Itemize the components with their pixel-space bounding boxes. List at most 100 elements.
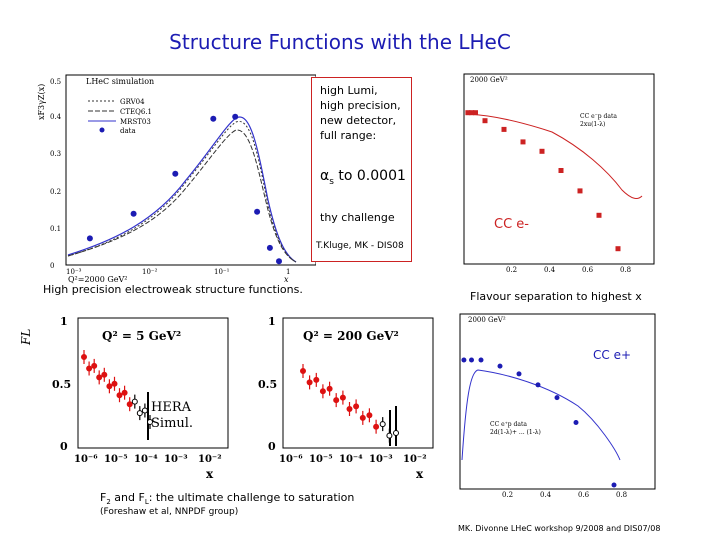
note-line-4: full range: (320, 129, 377, 142)
fl5-point-13 (147, 419, 153, 425)
ccm-point-0 (465, 110, 471, 116)
fl200-point-3 (319, 388, 326, 395)
fl5-point-0 (81, 354, 87, 360)
ccm-point-8 (577, 188, 583, 194)
fl5-point-6 (111, 380, 118, 387)
fl5-point-3 (96, 374, 103, 381)
fl5-legend-hera: HERA (151, 400, 192, 415)
xf3-legend-3: data (120, 127, 136, 135)
fl200-point-0 (300, 368, 306, 374)
xf3-xtick-2: 10⁻¹ (214, 268, 230, 276)
caption-left: High precision electroweak structure fun… (43, 283, 303, 296)
xf3-xticks: 10⁻³ 10⁻² 10⁻¹ 1 (66, 268, 290, 276)
fl200-point-5 (333, 397, 340, 404)
fl5-point-8 (121, 389, 128, 396)
ccm-point-4 (501, 126, 507, 132)
ccm-legend-0: CC e⁻p data (580, 113, 617, 120)
fl5-point-4 (101, 371, 108, 378)
ccp-point-0 (461, 357, 467, 363)
xf3-xtick-0: 10⁻³ (66, 268, 82, 276)
fl200-point-2 (313, 376, 320, 383)
xf3-legend-1: CTEQ6.1 (120, 108, 152, 116)
fl5-point-9 (126, 401, 133, 408)
xf3-data-points (86, 113, 282, 265)
fl5-xtick-3: 10⁻³ (164, 454, 188, 465)
xf3-ytick-2: 0.2 (50, 188, 61, 196)
fl5-point-5 (106, 383, 113, 390)
fl-plots: FL Q² = 5 GeV² 0 0.5 1 10⁻⁶ 10⁻⁵ 10⁻⁴ 10… (20, 315, 434, 481)
note-line-3: new detector, (320, 114, 397, 127)
fl200-xtick-2: 10⁻⁴ (339, 454, 363, 465)
fl5-legend-simul: Simul. (151, 416, 193, 431)
xf3-point-6 (266, 244, 273, 251)
ccp-point-8 (611, 482, 617, 488)
note-line-1: high Lumi, (320, 84, 378, 97)
note-thy: thy challenge (320, 211, 395, 224)
ccp-xtick-3: 0.8 (616, 491, 627, 499)
fl200-point-10 (366, 412, 373, 419)
ccp-legend-0: CC e⁺p data (490, 421, 527, 428)
fl200-xtick-1: 10⁻⁵ (309, 454, 333, 465)
fl5-header: Q² = 5 GeV² (102, 329, 181, 343)
xf3-point-5 (254, 208, 261, 215)
fl200-data-points (300, 364, 399, 443)
xf3-ytick-0: 0 (50, 262, 54, 270)
fl200-point-13 (386, 432, 393, 439)
ccm-data-points (465, 110, 621, 252)
ccm-point-1 (469, 110, 475, 116)
fl200-point-12 (379, 421, 386, 428)
fl5-xlabel: x (206, 467, 214, 481)
xf3-header: LHeC simulation (86, 77, 154, 86)
fl200-xtick-3: 10⁻³ (369, 454, 393, 465)
fl200-point-14 (393, 430, 399, 436)
fl-caption-ref: (Foreshaw et al, NNPDF group) (100, 507, 239, 517)
ccm-point-5 (520, 139, 526, 145)
caption-right: Flavour separation to highest x (470, 290, 642, 303)
xf3-xlabel: x (284, 275, 289, 284)
fl200-point-11 (373, 423, 380, 430)
fl200-ytick-0: 0 (268, 440, 276, 453)
xf3-ytick-3: 0.3 (50, 150, 61, 158)
fl5-xtick-0: 10⁻⁶ (74, 454, 98, 465)
ccp-xtick-0: 0.2 (502, 491, 513, 499)
fl5-ytick-2: 1 (60, 315, 68, 328)
fl200-point-9 (359, 414, 366, 421)
xf3-point-7 (276, 258, 282, 265)
fl5-point-11 (136, 410, 143, 417)
fl200-ytick-2: 1 (268, 315, 276, 328)
fl5-point-1 (86, 365, 93, 372)
slide-title: Structure Functions with the LHeC (169, 30, 511, 54)
fl5-point-2 (91, 362, 98, 369)
fl5-point-7 (116, 392, 123, 399)
ccm-point-7 (558, 168, 564, 173)
cc-eminus-plot: 2000 GeV² CC e⁻p data 2xu(1-λ) 0.2 0.4 0… (463, 73, 655, 274)
xf3-legend-2: MRST03 (120, 118, 151, 126)
note-credit: T.Kluge, MK - DIS08 (316, 241, 404, 251)
ccm-point-10 (615, 246, 621, 252)
ccm-xtick-3: 0.8 (620, 266, 631, 274)
fl5-point-12 (141, 407, 148, 414)
xf3-ytick-4: 0.4 (50, 113, 62, 121)
xf3-plot: LHeC simulation xF3γZ(x) 0 0.1 0.2 0.3 0… (37, 74, 316, 284)
ccp-point-3 (497, 363, 503, 369)
fl5-ytick-1: 0.5 (52, 378, 71, 391)
ccp-header: 2000 GeV² (468, 316, 506, 324)
fl200-xtick-4: 10⁻² (403, 454, 427, 465)
ccp-xtick-1: 0.4 (540, 491, 552, 499)
ccp-point-7 (573, 420, 579, 425)
fl5-xtick-1: 10⁻⁵ (104, 454, 128, 465)
fl200-point-6 (339, 394, 346, 401)
ccp-point-2 (478, 357, 484, 363)
ccm-point-6 (539, 148, 545, 154)
xf3-legend-0: GRV04 (120, 98, 145, 106)
note-box: high Lumi, high precision, new detector,… (311, 77, 412, 262)
cc-eplus-plot: 2000 GeV² CC e⁺p data 2d(1-λ)+ ... (1-λ)… (459, 313, 656, 499)
ccm-xtick-0: 0.2 (506, 266, 517, 274)
xf3-xtick-3: 1 (286, 268, 290, 276)
ccm-point-3 (482, 118, 488, 124)
ccm-point-2 (473, 110, 478, 116)
ccm-header: 2000 GeV² (470, 76, 508, 84)
xf3-xtick-1: 10⁻² (142, 268, 158, 276)
fl5-xtick-2: 10⁻⁴ (134, 454, 158, 465)
xf3-ytick-1: 0.1 (50, 225, 61, 233)
